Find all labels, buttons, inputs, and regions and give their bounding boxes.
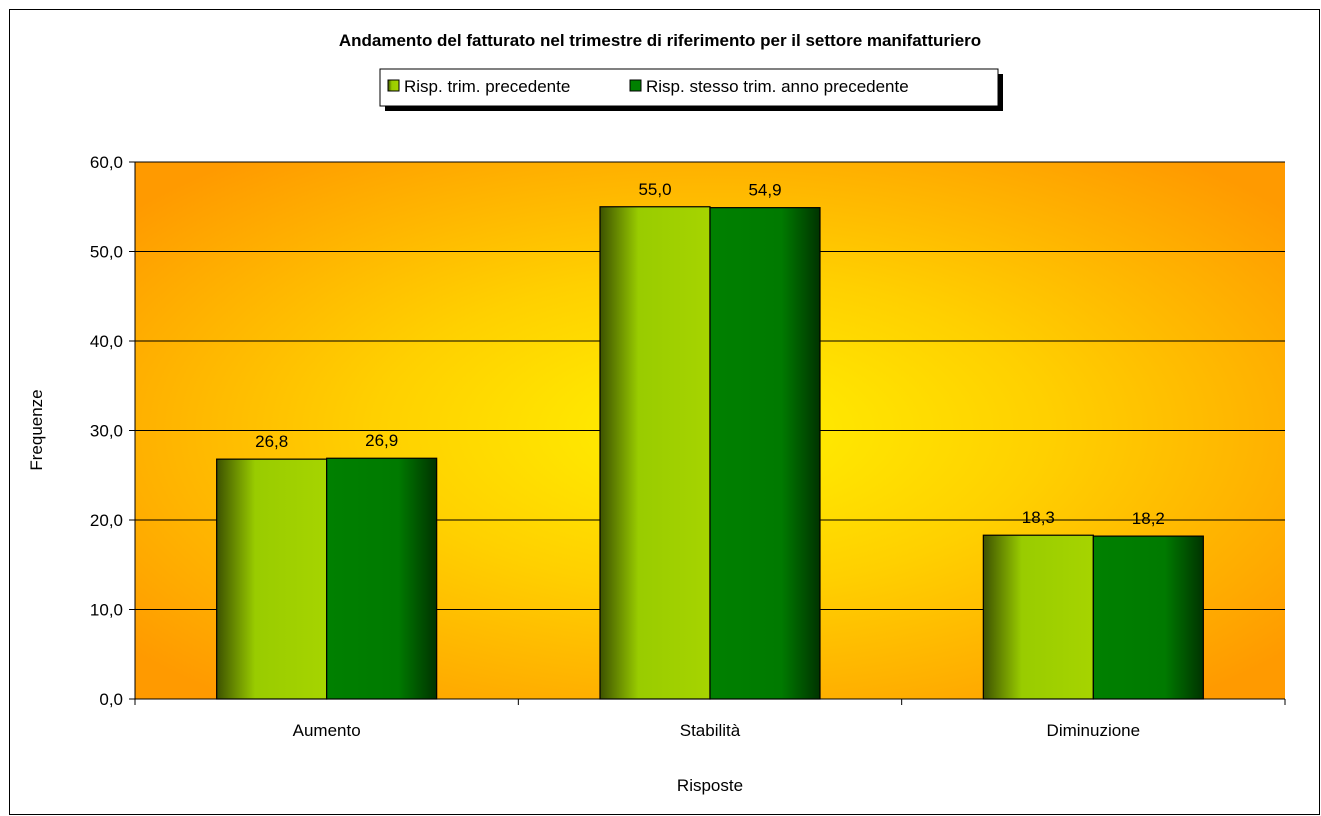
bar-stabilit--series-2 [709,207,821,700]
data-label: 18,3 [1022,508,1055,527]
bars [216,206,1204,700]
y-axis-label: Frequenze [27,389,46,470]
x-tick-label: Diminuzione [1047,721,1141,740]
y-tick-label: 60,0 [90,153,123,172]
data-label: 54,9 [748,181,781,200]
legend-swatch-series-1 [387,79,400,92]
y-tick-label: 50,0 [90,243,123,262]
y-tick-label: 10,0 [90,601,123,620]
data-label: 26,8 [255,432,288,451]
data-label: 18,2 [1132,509,1165,528]
x-tick-label: Aumento [293,721,361,740]
x-tick-label: Stabilità [680,721,741,740]
y-tick-labels: 0,0 10,0 20,0 30,0 40,0 50,0 60,0 [90,153,123,709]
bar-diminuzione-series-1 [982,534,1094,700]
chart-title: Andamento del fatturato nel trimestre di… [339,31,981,50]
data-labels: 26,8 26,9 55,0 54,9 18,3 18,2 [255,180,1165,528]
y-tick-label: 20,0 [90,511,123,530]
y-tick-label: 0,0 [99,690,123,709]
legend-swatch-series-2 [629,79,642,92]
y-tick-label: 30,0 [90,422,123,441]
bar-stabilit--series-1 [599,206,711,700]
bar-aumento-series-1 [216,458,328,700]
data-label: 55,0 [638,180,671,199]
y-tick-label: 40,0 [90,332,123,351]
bar-aumento-series-2 [326,457,438,700]
bar-diminuzione-series-2 [1092,535,1204,700]
x-tick-labels: Aumento Stabilità Diminuzione [293,721,1140,740]
axes [129,161,1286,705]
legend-label-series-2: Risp. stesso trim. anno precedente [646,77,909,96]
data-label: 26,9 [365,431,398,450]
x-axis-label: Risposte [677,776,743,795]
legend: Risp. trim. precedente Risp. stesso trim… [379,68,1003,111]
legend-label-series-1: Risp. trim. precedente [404,77,570,96]
